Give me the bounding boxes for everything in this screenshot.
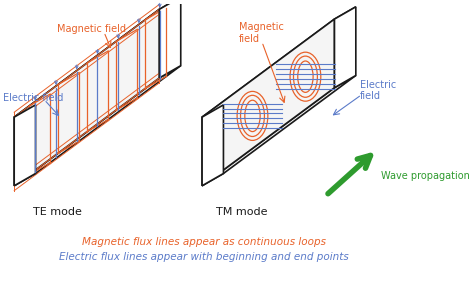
Text: TM mode: TM mode [216, 207, 267, 217]
Text: Electric
field: Electric field [360, 80, 396, 101]
Polygon shape [14, 9, 159, 186]
Polygon shape [14, 105, 36, 186]
Polygon shape [202, 7, 356, 117]
Text: Magnetic field: Magnetic field [57, 24, 126, 34]
Polygon shape [14, 66, 181, 186]
Polygon shape [159, 0, 181, 78]
Polygon shape [202, 105, 223, 186]
Text: Magnetic flux lines appear as continuous loops: Magnetic flux lines appear as continuous… [82, 237, 326, 247]
Text: Magnetic
field: Magnetic field [239, 22, 284, 44]
Polygon shape [202, 76, 356, 186]
Polygon shape [14, 0, 181, 117]
Text: Electric field: Electric field [3, 93, 64, 103]
Polygon shape [202, 19, 335, 186]
Text: Electric flux lines appear with beginning and end points: Electric flux lines appear with beginnin… [59, 252, 349, 262]
Text: TE mode: TE mode [33, 207, 82, 217]
Polygon shape [335, 7, 356, 88]
Text: Wave propagation: Wave propagation [382, 171, 470, 181]
